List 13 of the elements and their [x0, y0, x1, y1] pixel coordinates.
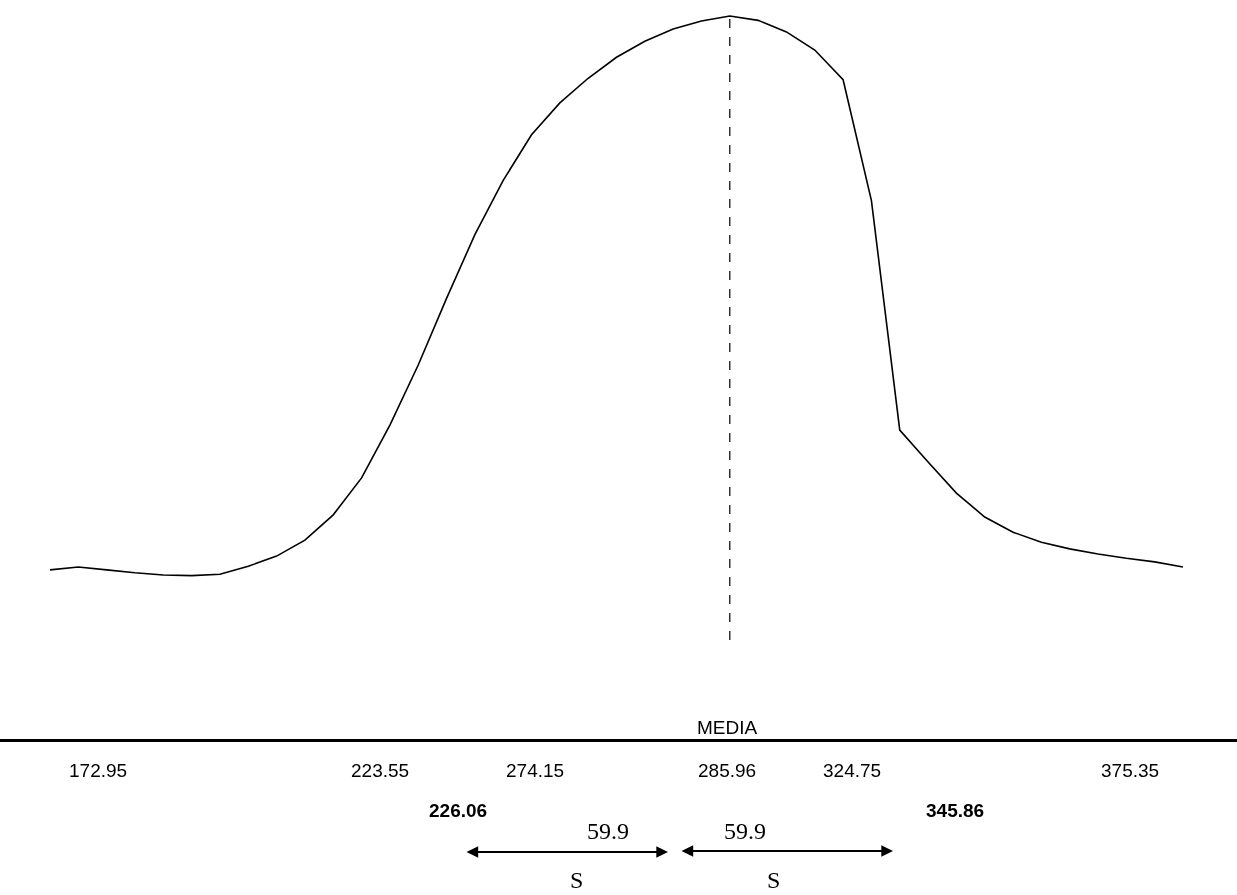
- text: 172.95: [69, 760, 128, 781]
- text: 59.9: [724, 818, 766, 844]
- text: 285.96: [698, 760, 757, 781]
- text: S: [767, 867, 781, 893]
- annotation: MEDIA: [697, 717, 758, 738]
- text: 274.15: [506, 760, 565, 781]
- text: 345.86: [926, 800, 985, 821]
- text: S: [570, 867, 584, 893]
- text: 59.9: [587, 818, 629, 844]
- text: 324.75: [823, 760, 882, 781]
- text: 226.06: [429, 800, 488, 821]
- text: 223.55: [351, 760, 410, 781]
- text: 375.35: [1101, 760, 1160, 781]
